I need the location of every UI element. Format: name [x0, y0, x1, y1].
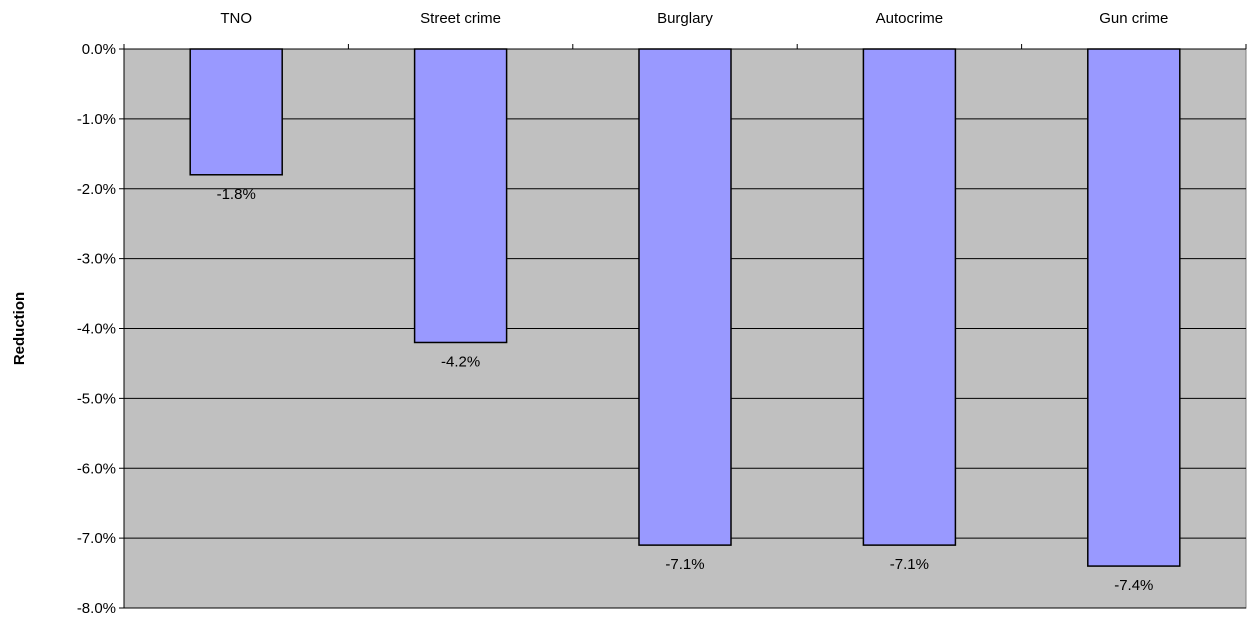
- category-label: Gun crime: [1099, 10, 1168, 27]
- bar: [638, 48, 732, 546]
- category-label: Autocrime: [876, 10, 944, 27]
- category-labels: TNO Street crime Burglary Autocrime Gun crim…: [220, 10, 1168, 27]
- data-label: -4.2%: [441, 353, 480, 370]
- category-label: TNO: [220, 10, 252, 27]
- y-tick-label: -7.0%: [77, 530, 116, 547]
- y-tick-label: -5.0%: [77, 390, 116, 407]
- y-tick-labels: 0.0% -1.0% -2.0% -3.0% -4.0% -5.0% -6.0% -7.0% -…: [77, 41, 124, 617]
- category-label: Burglary: [657, 10, 713, 27]
- y-tick-label: -1.0%: [77, 111, 116, 128]
- y-tick-label: -3.0%: [77, 251, 116, 268]
- bars: [189, 48, 1181, 567]
- data-label: -7.1%: [890, 556, 929, 573]
- y-tick-label: -8.0%: [77, 600, 116, 617]
- category-label: Street crime: [420, 10, 501, 27]
- data-labels: -1.8% -4.2% -7.1% -7.1% -7.4%: [217, 186, 1154, 594]
- y-axis-title: Reduction: [11, 292, 28, 365]
- y-tick-label: -2.0%: [77, 181, 116, 198]
- y-tick-label: -4.0%: [77, 321, 116, 338]
- bar: [862, 48, 957, 546]
- bar: [189, 48, 283, 176]
- y-tick-label: -6.0%: [77, 460, 116, 477]
- data-label: -7.1%: [665, 556, 704, 573]
- data-label: -7.4%: [1114, 577, 1153, 594]
- bar: [413, 48, 508, 344]
- data-label: -1.8%: [217, 186, 256, 203]
- bar: [1087, 48, 1181, 567]
- y-tick-label: 0.0%: [82, 41, 116, 58]
